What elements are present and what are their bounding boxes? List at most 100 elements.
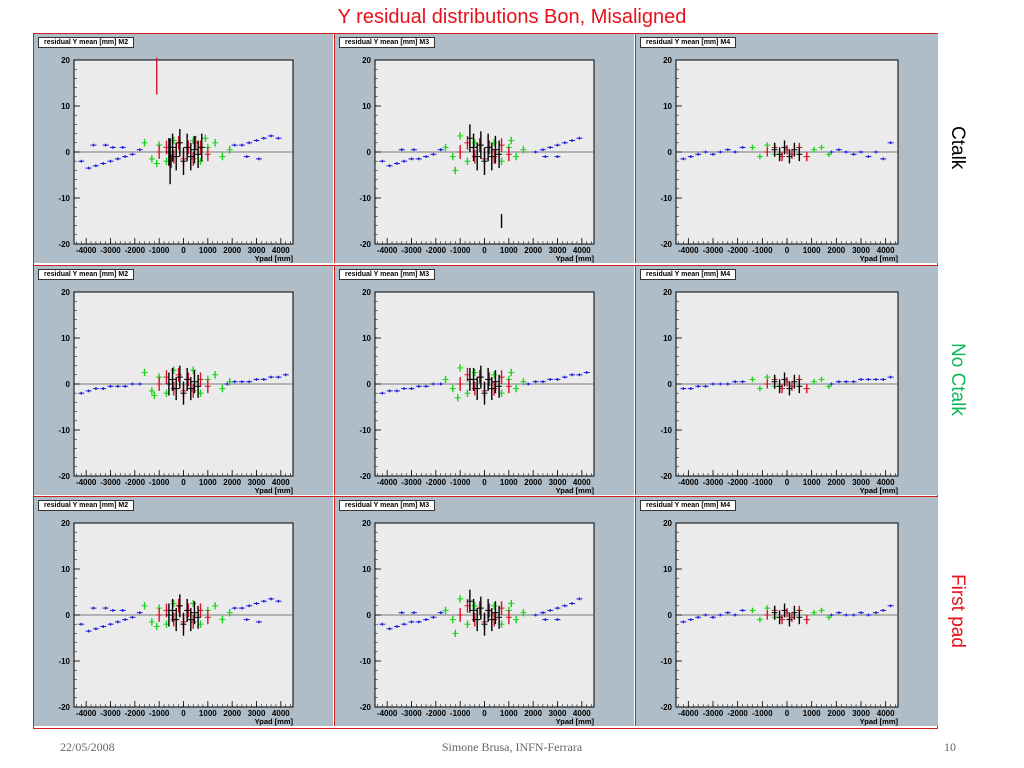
x-tick-label: 4000 <box>877 478 895 487</box>
y-tick-label: -10 <box>660 194 672 203</box>
y-tick-label: 10 <box>362 334 371 343</box>
histogram-title: residual Y mean [mm] M2 <box>38 500 135 511</box>
x-axis-title: Ypad [mm] <box>556 486 595 495</box>
y-tick-label: -10 <box>58 426 70 435</box>
x-tick-label: -1000 <box>149 478 170 487</box>
series-blue <box>78 373 289 395</box>
residual-plot: -20 -10 0 10 20 -4000 -3000 -2000 -1000 0 1000 2000… <box>359 288 595 495</box>
y-tick-label: 20 <box>61 56 70 65</box>
x-tick-label: 1000 <box>500 246 518 255</box>
plot-panel: residual Y mean [mm] M2 -20 -10 0 10 20 -4000… <box>34 34 333 263</box>
histogram-title: residual Y mean [mm] M3 <box>339 500 436 511</box>
y-tick-label: 0 <box>66 380 71 389</box>
y-tick-label: 20 <box>61 288 70 297</box>
y-tick-label: 0 <box>367 380 372 389</box>
residual-plot: -20 -10 0 10 20 -4000 -3000 -2000 -1000 0 1000 2000… <box>359 519 595 726</box>
x-axis-title: Ypad [mm] <box>860 254 899 263</box>
x-tick-label: -3000 <box>401 246 422 255</box>
x-tick-label: -1000 <box>752 478 773 487</box>
footer-author: Simone Brusa, INFN-Ferrara <box>441 740 583 754</box>
plot-panel: residual Y mean [mm] M4 -20 -10 0 10 20 -4000… <box>635 497 938 726</box>
x-tick-label: 1000 <box>199 478 217 487</box>
y-tick-label: 10 <box>362 102 371 111</box>
y-tick-label: 10 <box>61 565 70 574</box>
y-tick-label: -10 <box>359 194 371 203</box>
series-blue <box>680 375 894 390</box>
series-blue <box>78 134 282 170</box>
histogram-title: residual Y mean [mm] M2 <box>38 37 135 48</box>
series-black <box>165 594 202 636</box>
y-tick-label: 10 <box>61 102 70 111</box>
plot-panel: residual Y mean [mm] M3 -20 -10 0 10 20 -4000… <box>334 266 634 495</box>
histogram-title: residual Y mean [mm] M3 <box>339 269 436 280</box>
x-axis-title: Ypad [mm] <box>556 254 595 263</box>
series-black <box>466 124 503 228</box>
y-tick-label: 10 <box>663 334 672 343</box>
y-tick-label: -20 <box>660 240 672 249</box>
x-tick-label: 3000 <box>549 246 567 255</box>
x-tick-label: 2000 <box>223 709 241 718</box>
x-tick-label: 0 <box>181 246 186 255</box>
row-label-ctalk: Ctalk <box>947 126 968 170</box>
x-tick-label: 1000 <box>803 478 821 487</box>
x-axis-title: Ypad [mm] <box>255 717 294 726</box>
x-tick-label: -1000 <box>149 709 170 718</box>
x-tick-label: -2000 <box>125 478 146 487</box>
x-tick-label: -4000 <box>377 709 398 718</box>
x-tick-label: 2000 <box>223 478 241 487</box>
plot-panel: residual Y mean [mm] M3 -20 -10 0 10 20 -4000… <box>334 34 634 263</box>
series-blue <box>379 597 583 631</box>
x-tick-label: 4000 <box>272 478 290 487</box>
residual-plot: -20 -10 0 10 20 -4000 -3000 -2000 -1000 0 1000 2000… <box>58 288 294 495</box>
x-tick-label: -2000 <box>426 709 447 718</box>
x-tick-label: 2000 <box>524 709 542 718</box>
x-tick-label: 3000 <box>248 709 266 718</box>
x-tick-label: 1000 <box>803 246 821 255</box>
plot-row-ctalk: residual Y mean [mm] M2 -20 -10 0 10 20 -4000… <box>34 34 938 263</box>
x-tick-label: 2000 <box>524 478 542 487</box>
x-tick-label: 4000 <box>573 246 591 255</box>
residual-plot: -20 -10 0 10 20 -4000 -3000 -2000 -1000 0 1000 2000… <box>359 56 595 263</box>
y-tick-label: 20 <box>663 288 672 297</box>
x-tick-label: 4000 <box>272 246 290 255</box>
x-tick-label: 2000 <box>827 478 845 487</box>
x-tick-label: 0 <box>785 246 790 255</box>
x-tick-label: 0 <box>482 246 487 255</box>
x-axis-title: Ypad [mm] <box>556 717 595 726</box>
x-tick-label: 3000 <box>248 246 266 255</box>
y-tick-label: 20 <box>362 288 371 297</box>
x-tick-label: -2000 <box>426 478 447 487</box>
row-label-first-pad: First pad <box>947 574 968 648</box>
x-tick-label: -3000 <box>401 478 422 487</box>
y-tick-label: -10 <box>359 426 371 435</box>
y-tick-label: 0 <box>668 148 673 157</box>
x-tick-label: -4000 <box>377 478 398 487</box>
y-tick-label: 10 <box>663 565 672 574</box>
x-tick-label: 0 <box>181 709 186 718</box>
y-tick-label: -20 <box>359 472 371 481</box>
series-green <box>442 364 527 402</box>
series-blue <box>680 141 894 161</box>
row-label-no-ctalk: No Ctalk <box>947 342 968 416</box>
plot-panel: residual Y mean [mm] M4 -20 -10 0 10 20 -4000… <box>635 266 938 495</box>
series-blue <box>680 604 894 624</box>
y-tick-label: -20 <box>58 703 70 712</box>
y-tick-label: 0 <box>668 611 673 620</box>
series-black <box>165 365 202 405</box>
x-tick-label: -4000 <box>678 478 699 487</box>
x-tick-label: -1000 <box>752 246 773 255</box>
y-tick-label: 10 <box>362 565 371 574</box>
x-tick-label: 1000 <box>199 246 217 255</box>
histogram-title: residual Y mean [mm] M4 <box>640 269 737 280</box>
x-tick-label: -1000 <box>450 246 471 255</box>
y-tick-label: -20 <box>660 703 672 712</box>
y-tick-label: 20 <box>61 519 70 528</box>
x-tick-label: 3000 <box>852 709 870 718</box>
y-tick-label: 0 <box>367 611 372 620</box>
x-tick-label: 3000 <box>852 478 870 487</box>
y-tick-label: 20 <box>362 519 371 528</box>
x-tick-label: 3000 <box>248 478 266 487</box>
y-tick-label: 0 <box>66 611 71 620</box>
x-tick-label: -2000 <box>727 709 748 718</box>
y-tick-label: -10 <box>660 657 672 666</box>
